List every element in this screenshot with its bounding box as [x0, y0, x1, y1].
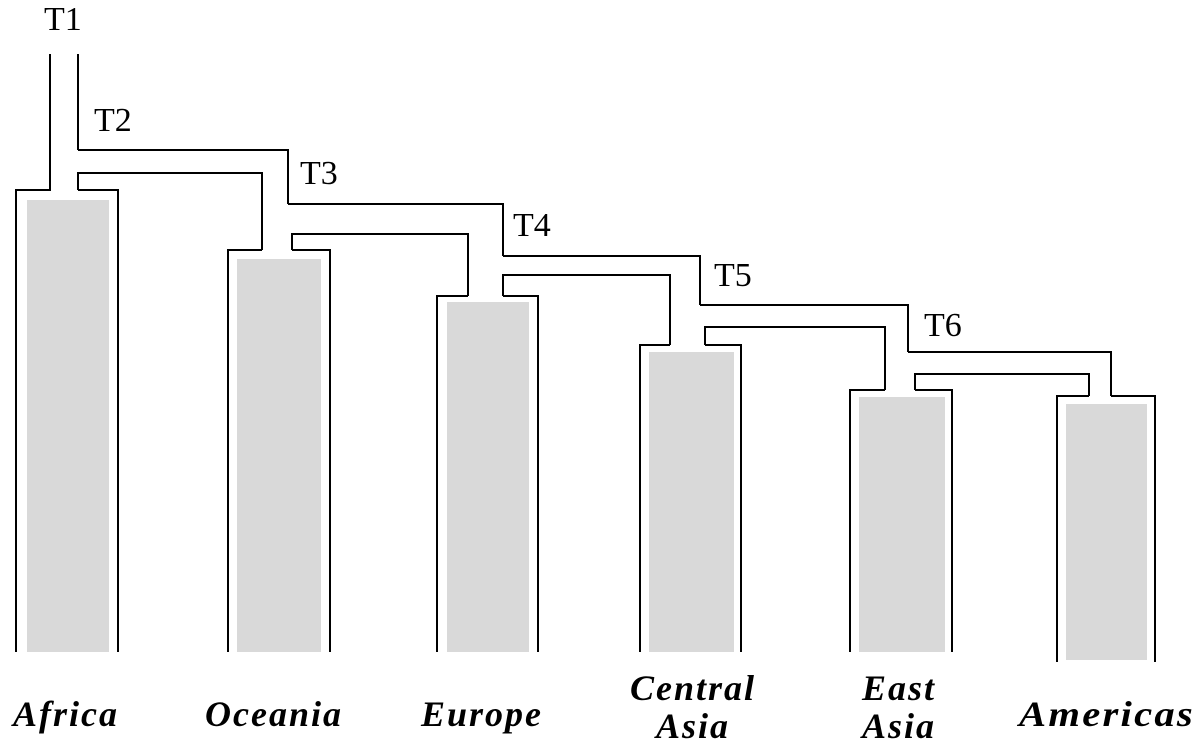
time-label-t1: T1: [44, 1, 82, 38]
population-tube-europe: [288, 203, 671, 652]
population-label-americas: Americas: [1017, 694, 1195, 734]
time-label-t6: T6: [924, 307, 962, 344]
population-tube-central-asia: [503, 255, 886, 652]
time-label-t2: T2: [94, 102, 132, 139]
time-label-t5: T5: [714, 257, 752, 294]
population-label-europe: Europe: [420, 694, 543, 734]
population-tube-oceania: [78, 149, 469, 652]
population-label-central-asia-line1: Central: [630, 668, 756, 708]
population-label-central-asia-line2: Asia: [654, 706, 730, 744]
population-tube-east-asia: [700, 304, 1090, 652]
population-label-east-asia-line1: East: [861, 668, 936, 708]
time-label-t4: T4: [513, 207, 551, 244]
time-label-t3: T3: [300, 155, 338, 192]
population-tube-americas: [908, 351, 1156, 662]
population-label-africa: Africa: [11, 694, 119, 734]
population-tube-africa: [15, 54, 263, 652]
population-label-oceania: Oceania: [205, 694, 343, 734]
population-label-east-asia-line2: Asia: [860, 706, 936, 744]
